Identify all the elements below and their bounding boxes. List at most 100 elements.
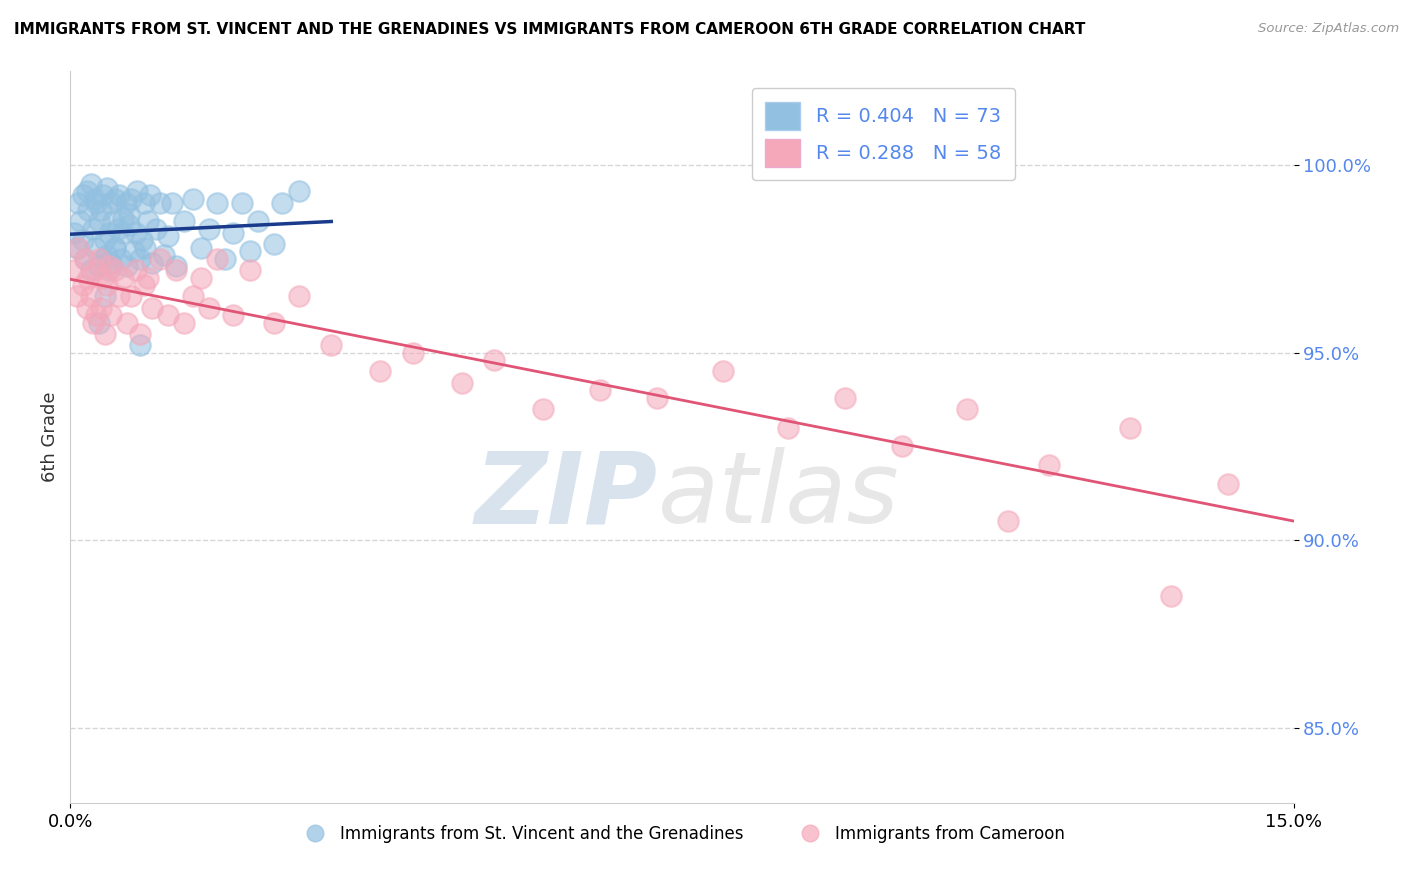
Point	[776, 420, 799, 434]
Point	[107, 222, 129, 236]
Point	[214, 252, 236, 266]
Point	[484, 353, 506, 368]
Point	[83, 263, 105, 277]
Point	[141, 301, 163, 315]
Point	[1218, 477, 1240, 491]
Point	[321, 338, 343, 352]
Point	[98, 226, 121, 240]
Legend: Immigrants from St. Vincent and the Grenadines, Immigrants from Cameroon: Immigrants from St. Vincent and the Gren…	[292, 818, 1071, 849]
Point	[149, 252, 172, 266]
Point	[82, 316, 104, 330]
Point	[104, 241, 127, 255]
Point	[589, 383, 612, 397]
Point	[711, 364, 734, 378]
Point	[72, 188, 94, 202]
Point	[128, 252, 150, 266]
Point	[128, 338, 150, 352]
Point	[100, 195, 122, 210]
Point	[72, 233, 94, 247]
Point	[73, 252, 96, 266]
Point	[124, 226, 146, 240]
Point	[100, 308, 122, 322]
Point	[1119, 420, 1142, 434]
Point	[72, 278, 94, 293]
Point	[87, 214, 110, 228]
Point	[157, 308, 180, 322]
Point	[91, 270, 114, 285]
Point	[87, 316, 110, 330]
Point	[205, 252, 228, 266]
Point	[136, 270, 159, 285]
Point	[132, 195, 155, 210]
Point	[222, 308, 245, 322]
Point	[145, 222, 167, 236]
Point	[96, 248, 118, 262]
Point	[91, 188, 114, 202]
Point	[834, 391, 856, 405]
Point	[86, 308, 108, 322]
Point	[239, 244, 262, 259]
Point	[891, 440, 914, 454]
Point	[104, 263, 127, 277]
Text: IMMIGRANTS FROM ST. VINCENT AND THE GRENADINES VS IMMIGRANTS FROM CAMEROON 6TH G: IMMIGRANTS FROM ST. VINCENT AND THE GREN…	[14, 22, 1085, 37]
Point	[63, 226, 86, 240]
Point	[198, 301, 221, 315]
Point	[63, 263, 86, 277]
Point	[402, 345, 425, 359]
Point	[121, 192, 143, 206]
Point	[181, 192, 204, 206]
Point	[90, 203, 112, 218]
Point	[66, 289, 89, 303]
Point	[132, 278, 155, 293]
Point	[118, 218, 141, 232]
Point	[104, 241, 127, 255]
Point	[77, 203, 100, 218]
Point	[93, 326, 115, 341]
Point	[79, 263, 103, 277]
Point	[956, 401, 979, 416]
Point	[263, 316, 285, 330]
Point	[239, 263, 262, 277]
Point	[181, 289, 204, 303]
Point	[100, 255, 122, 269]
Point	[79, 289, 103, 303]
Text: ZIP: ZIP	[474, 447, 658, 544]
Point	[997, 515, 1019, 529]
Point	[141, 255, 163, 269]
Point	[162, 195, 183, 210]
Point	[190, 241, 212, 255]
Point	[112, 270, 135, 285]
Point	[1160, 590, 1182, 604]
Point	[76, 185, 98, 199]
Point	[205, 195, 228, 210]
Point	[149, 195, 172, 210]
Point	[122, 244, 145, 259]
Point	[287, 185, 309, 199]
Point	[165, 263, 187, 277]
Point	[82, 222, 104, 236]
Point	[136, 214, 159, 228]
Point	[114, 195, 136, 210]
Point	[93, 233, 115, 247]
Point	[79, 177, 103, 191]
Point	[83, 192, 105, 206]
Point	[139, 188, 162, 202]
Point	[450, 376, 472, 390]
Point	[117, 260, 139, 274]
Point	[117, 316, 139, 330]
Point	[287, 289, 309, 303]
Point	[108, 289, 131, 303]
Y-axis label: 6th Grade: 6th Grade	[41, 392, 59, 483]
Point	[222, 226, 245, 240]
Point	[66, 241, 89, 255]
Point	[83, 241, 105, 255]
Point	[368, 364, 391, 378]
Point	[131, 233, 153, 247]
Point	[77, 270, 100, 285]
Point	[121, 289, 143, 303]
Point	[246, 214, 269, 228]
Point	[90, 301, 112, 315]
Point	[91, 252, 114, 266]
Point	[157, 229, 180, 244]
Point	[1038, 458, 1060, 473]
